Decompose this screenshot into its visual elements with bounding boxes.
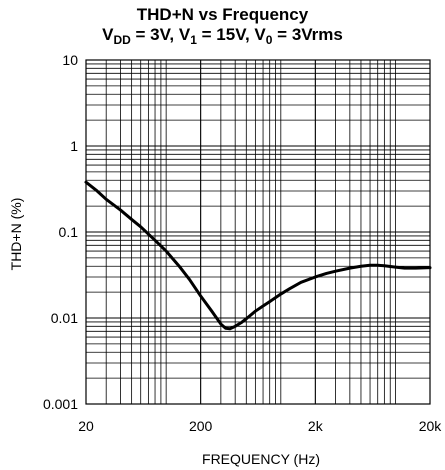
plot-border bbox=[85, 59, 431, 405]
y-tick-label-3: 0.01 bbox=[51, 310, 78, 326]
x-tick-label-3: 20k bbox=[419, 418, 443, 434]
x-tick-labels: 20 200 2k 20k bbox=[78, 418, 442, 434]
grid bbox=[85, 60, 431, 405]
subtitle-subscript-0: DD bbox=[113, 33, 131, 47]
y-tick-label-4: 0.001 bbox=[43, 396, 78, 412]
subtitle-part-2: = 15V, V bbox=[196, 25, 266, 44]
series-group bbox=[84, 180, 432, 331]
y-tick-label-2: 0.1 bbox=[59, 224, 79, 240]
subtitle-subscript-1: 1 bbox=[190, 33, 197, 47]
y-tick-label-1: 1 bbox=[70, 138, 78, 154]
y-axis-label: THD+N (%) bbox=[8, 198, 24, 271]
x-tick-label-2: 2k bbox=[308, 418, 324, 434]
chart-title: THD+N vs Frequency bbox=[136, 5, 309, 24]
x-axis-label: FREQUENCY (Hz) bbox=[202, 451, 320, 467]
subtitle-part-0: V bbox=[102, 25, 114, 44]
subtitle-part-3: = 3Vrms bbox=[272, 25, 343, 44]
y-tick-label-0: 10 bbox=[62, 52, 78, 68]
subtitle-part-1: = 3V, V bbox=[130, 25, 191, 44]
y-tick-labels: 10 1 0.1 0.01 0.001 bbox=[43, 52, 78, 412]
chart-subtitle: VDD = 3V, V1 = 15V, V0 = 3Vrms bbox=[0, 25, 445, 47]
x-tick-label-1: 200 bbox=[189, 418, 213, 434]
subtitle-subscript-2: 0 bbox=[265, 33, 273, 47]
x-tick-label-0: 20 bbox=[78, 418, 94, 434]
series-line-0 bbox=[84, 180, 432, 331]
